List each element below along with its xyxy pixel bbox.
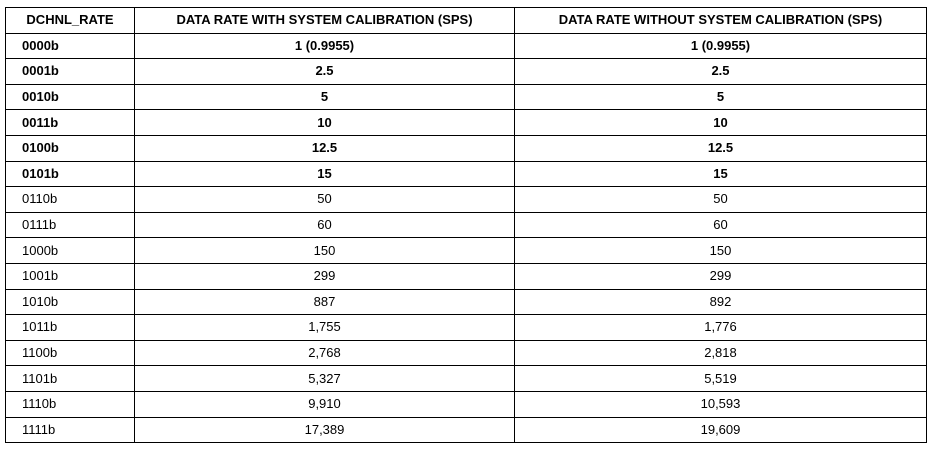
table-header: DCHNL_RATE DATA RATE WITH SYSTEM CALIBRA…: [5, 7, 927, 34]
rate-without-calibration-cell: 12.5: [514, 134, 927, 162]
rate-without-calibration-cell: 50: [514, 186, 927, 213]
code-cell: 1111b: [5, 416, 135, 444]
table-row: 1111b 17,389 19,609: [5, 416, 927, 444]
table-row: 1101b 5,327 5,519: [5, 365, 927, 392]
table-row: 0010b 5 5: [5, 83, 927, 111]
rate-with-calibration-cell: 12.5: [134, 134, 515, 162]
rate-without-calibration-cell: 150: [514, 237, 927, 264]
rate-without-calibration-cell: 299: [514, 262, 927, 290]
code-cell: 1101b: [5, 365, 135, 392]
rate-with-calibration-cell: 2.5: [134, 58, 515, 85]
code-cell: 0011b: [5, 109, 135, 136]
code-cell: 1010b: [5, 288, 135, 316]
rate-with-calibration-cell: 5,327: [134, 365, 515, 392]
rate-with-calibration-cell: 17,389: [134, 416, 515, 444]
rate-with-calibration-cell: 1,755: [134, 314, 515, 341]
code-cell: 1000b: [5, 237, 135, 264]
code-cell: 0111b: [5, 211, 135, 239]
code-cell: 0110b: [5, 186, 135, 213]
table-row: 0100b 12.5 12.5: [5, 134, 927, 162]
rate-with-calibration-cell: 150: [134, 237, 515, 264]
rate-with-calibration-cell: 10: [134, 109, 515, 136]
code-cell: 1001b: [5, 262, 135, 290]
rate-without-calibration-cell: 1,776: [514, 314, 927, 341]
code-cell: 0000b: [5, 32, 135, 60]
table-row: 1000b 150 150: [5, 237, 927, 264]
rate-with-calibration-cell: 2,768: [134, 339, 515, 367]
rate-without-calibration-cell: 2.5: [514, 58, 927, 85]
rate-with-calibration-cell: 5: [134, 83, 515, 111]
table-row: 1010b 887 892: [5, 288, 927, 316]
rate-with-calibration-cell: 1 (0.9955): [134, 32, 515, 60]
rate-with-calibration-cell: 9,910: [134, 390, 515, 418]
rate-without-calibration-cell: 10: [514, 109, 927, 136]
table-row: 1100b 2,768 2,818: [5, 339, 927, 367]
rate-with-calibration-cell: 887: [134, 288, 515, 316]
table-row: 0110b 50 50: [5, 186, 927, 213]
table-row: 1001b 299 299: [5, 262, 927, 290]
rate-without-calibration-cell: 5,519: [514, 365, 927, 392]
table-row: 1110b 9,910 10,593: [5, 390, 927, 418]
table-row: 0101b 15 15: [5, 160, 927, 188]
rate-without-calibration-cell: 1 (0.9955): [514, 32, 927, 60]
code-cell: 0100b: [5, 134, 135, 162]
table-row: 0001b 2.5 2.5: [5, 58, 927, 85]
rate-with-calibration-cell: 15: [134, 160, 515, 188]
table-row: 0000b 1 (0.9955) 1 (0.9955): [5, 32, 927, 60]
code-cell: 0001b: [5, 58, 135, 85]
rate-with-calibration-cell: 50: [134, 186, 515, 213]
code-cell: 1100b: [5, 339, 135, 367]
rate-without-calibration-cell: 60: [514, 211, 927, 239]
cropped-heading-fragment: [545, 0, 635, 6]
rate-without-calibration-cell: 15: [514, 160, 927, 188]
code-cell: 0101b: [5, 160, 135, 188]
table-row: 0111b 60 60: [5, 211, 927, 239]
code-cell: 1110b: [5, 390, 135, 418]
rate-without-calibration-cell: 892: [514, 288, 927, 316]
header-row: DCHNL_RATE DATA RATE WITH SYSTEM CALIBRA…: [5, 7, 927, 34]
rate-with-calibration-cell: 299: [134, 262, 515, 290]
table-row: 0011b 10 10: [5, 109, 927, 136]
rate-with-calibration-cell: 60: [134, 211, 515, 239]
header-rate-with-calibration: DATA RATE WITH SYSTEM CALIBRATION (SPS): [134, 7, 515, 34]
code-cell: 0010b: [5, 83, 135, 111]
table-body: 0000b 1 (0.9955) 1 (0.9955) 0001b 2.5 2.5 0010…: [5, 32, 927, 444]
header-rate-without-calibration: DATA RATE WITHOUT SYSTEM CALIBRATION (SP…: [514, 7, 927, 34]
code-cell: 1011b: [5, 314, 135, 341]
rate-without-calibration-cell: 2,818: [514, 339, 927, 367]
rate-without-calibration-cell: 19,609: [514, 416, 927, 444]
data-rate-table: DCHNL_RATE DATA RATE WITH SYSTEM CALIBRA…: [5, 7, 927, 444]
table-row: 1011b 1,755 1,776: [5, 314, 927, 341]
rate-without-calibration-cell: 5: [514, 83, 927, 111]
rate-without-calibration-cell: 10,593: [514, 390, 927, 418]
header-dchnl-rate: DCHNL_RATE: [5, 7, 135, 34]
